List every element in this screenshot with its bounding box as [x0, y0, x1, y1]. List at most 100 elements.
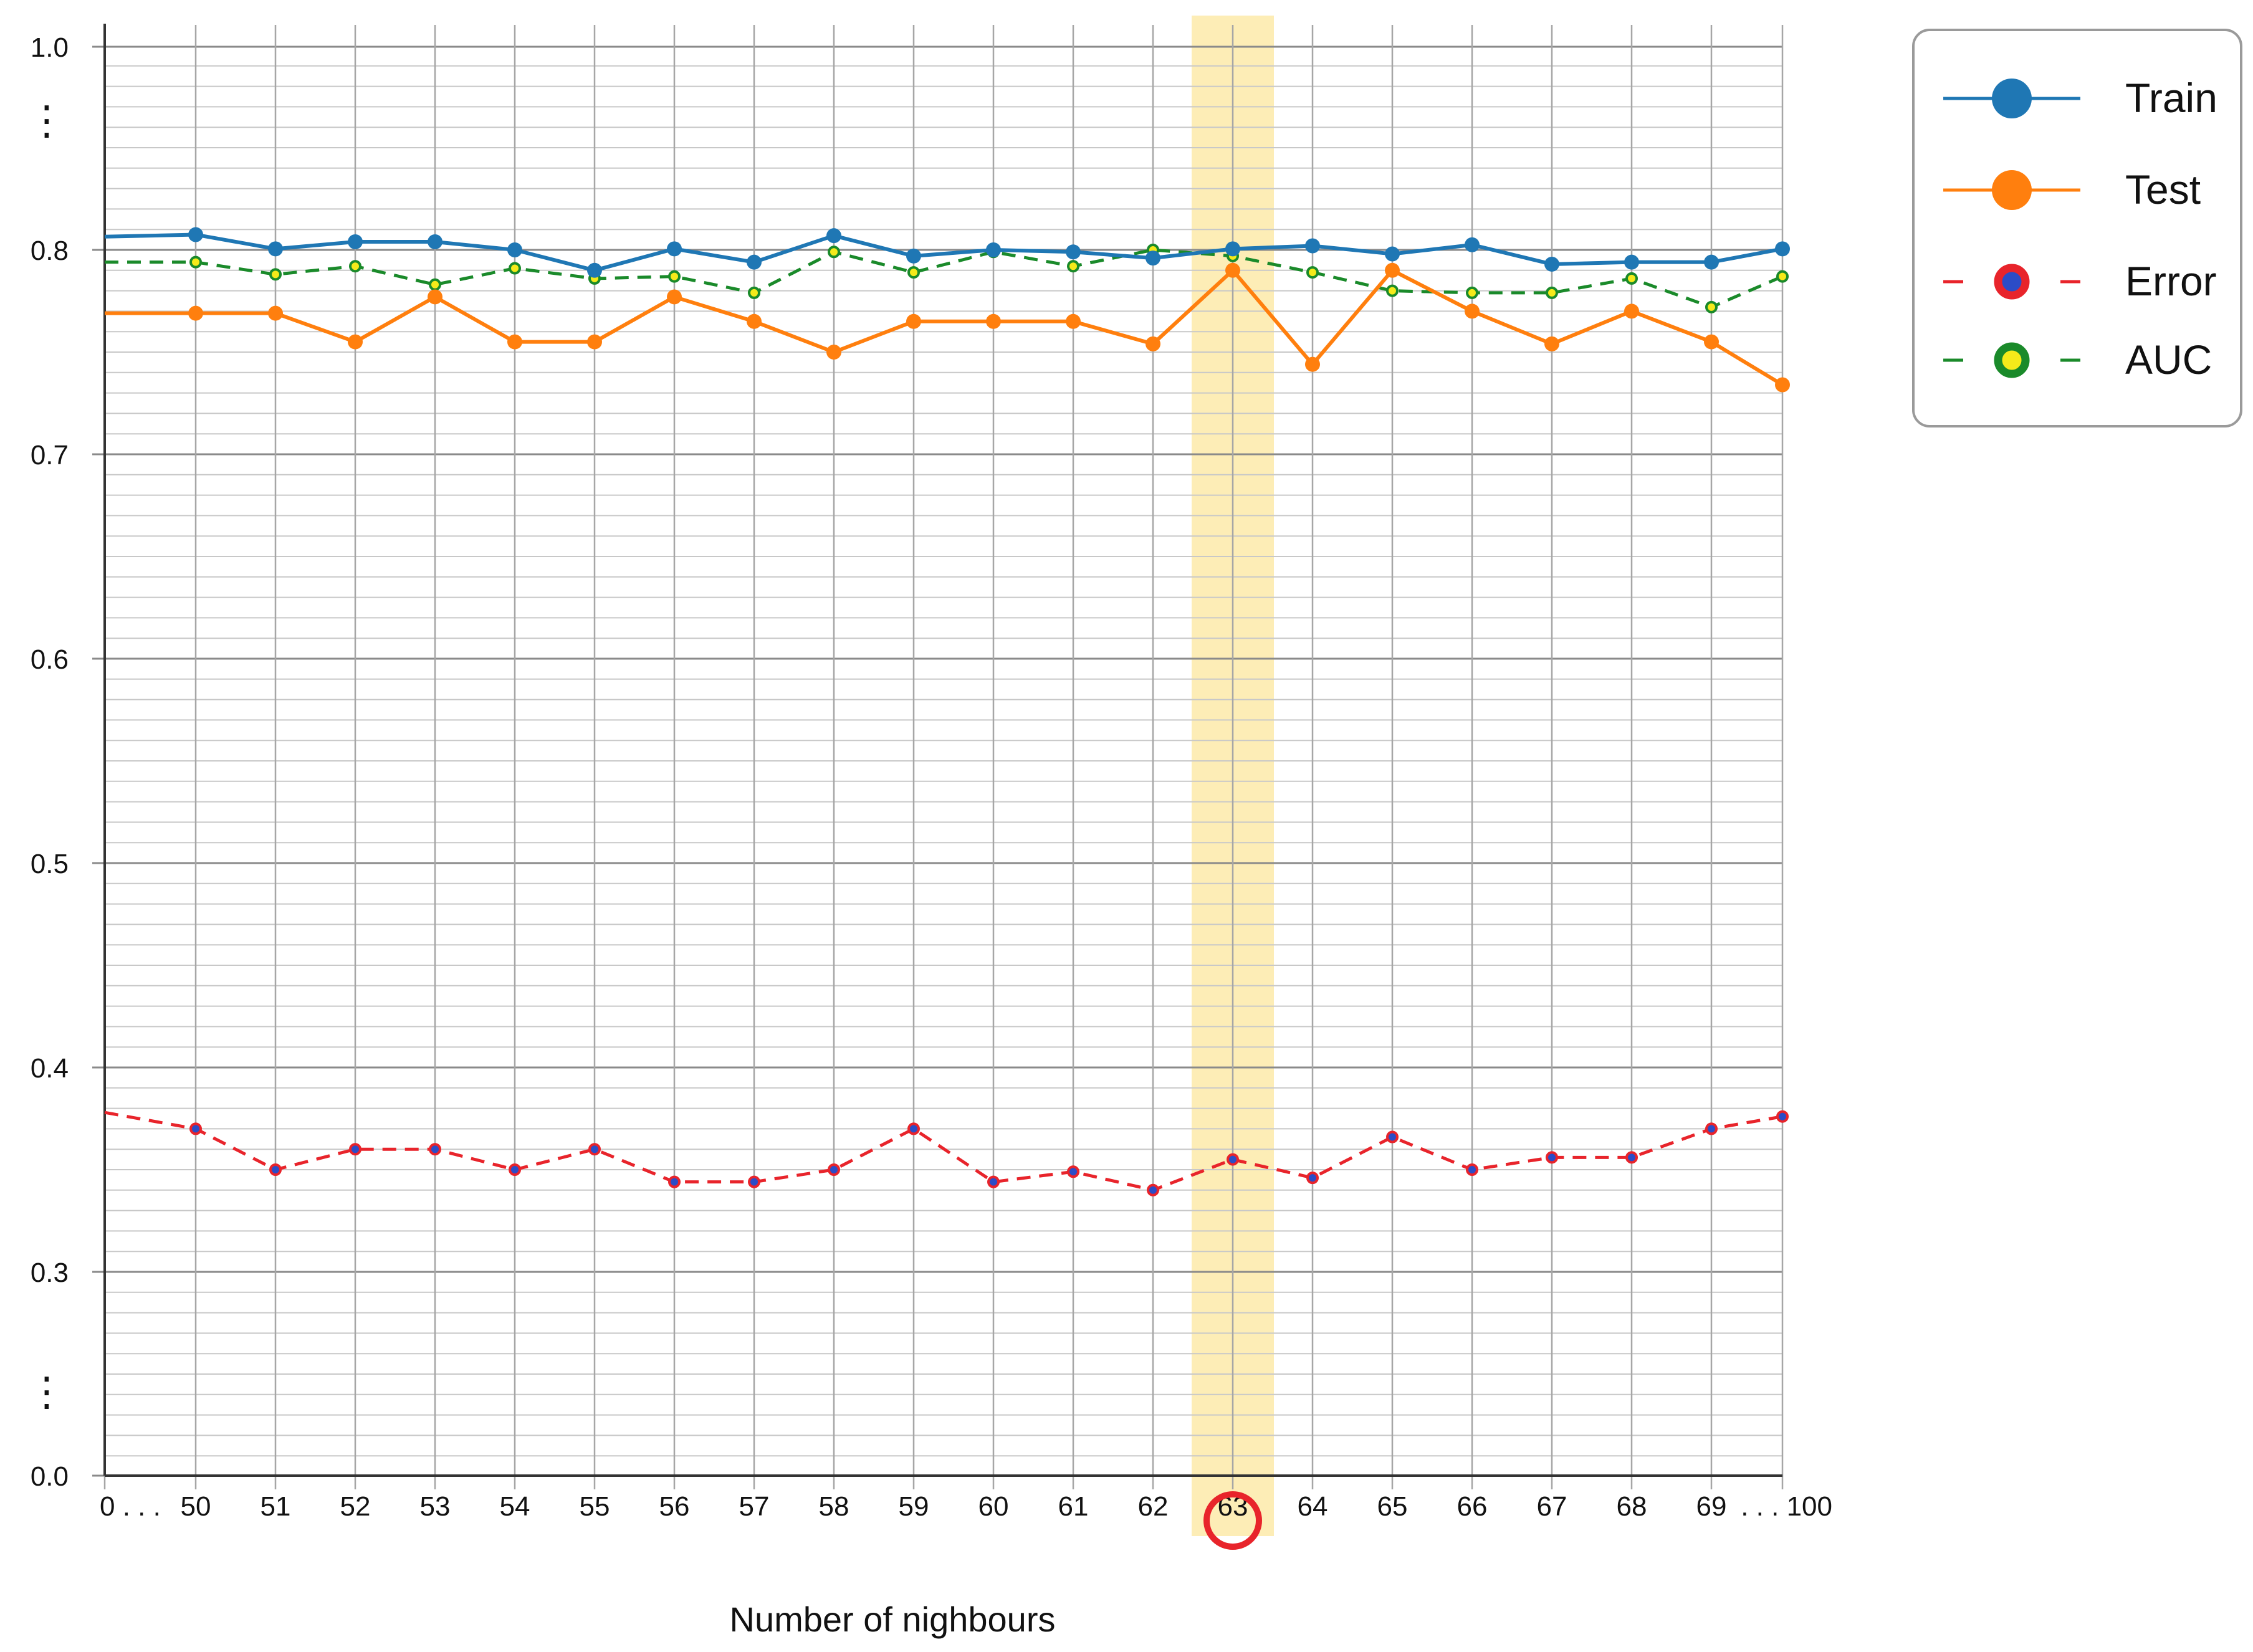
legend-test-label: Test: [2125, 166, 2201, 212]
test-series-line: [105, 268, 1784, 387]
test-point: [1544, 336, 1559, 351]
y-axis-break-mark: ⋮: [27, 1369, 67, 1414]
error-point: [828, 1163, 840, 1176]
legend: Train Test Error AUC: [1912, 29, 2242, 427]
auc-point: [1546, 286, 1558, 299]
auc-point: [828, 246, 840, 259]
test-point: [986, 313, 1001, 329]
y-tick-label: 0.6: [31, 644, 69, 675]
train-point: [1385, 246, 1400, 262]
test-point: [1775, 377, 1790, 393]
error-point: [349, 1143, 361, 1156]
x-axis-tick-labels: 0 . . . 50 51 52 53 54 55 56 57 58 59 60 61 62 63 64 65 6…: [100, 1491, 1832, 1522]
auc-point: [748, 286, 760, 299]
error-point: [987, 1175, 1000, 1188]
error-point: [509, 1163, 521, 1176]
error-point: [748, 1175, 760, 1188]
x-tick-label: 61: [1058, 1491, 1089, 1522]
error-point: [1625, 1151, 1638, 1164]
x-tick-label: 56: [659, 1491, 690, 1522]
train-point: [1544, 256, 1559, 272]
train-point: [1465, 237, 1480, 252]
auc-point: [349, 260, 361, 273]
x-tick-label: 57: [739, 1491, 770, 1522]
auc-point: [1067, 260, 1079, 273]
train-point: [268, 241, 283, 257]
test-point: [1465, 303, 1480, 319]
test-point: [1385, 262, 1400, 278]
y-tick-label: 0.5: [31, 849, 69, 879]
test-point: [667, 289, 682, 305]
test-point: [1225, 262, 1240, 278]
x-tick-label: 64: [1298, 1491, 1328, 1522]
x-tick-label: 0 . . .: [100, 1491, 161, 1522]
error-point: [668, 1175, 681, 1188]
x-tick-label: 69: [1696, 1491, 1727, 1522]
y-tick-label: 0.3: [31, 1258, 69, 1288]
test-point: [1704, 334, 1719, 350]
error-point: [1067, 1165, 1079, 1178]
x-tick-label: 53: [420, 1491, 451, 1522]
train-point: [1704, 254, 1719, 270]
y-tick-label: 0.8: [31, 236, 69, 266]
legend-train-label: Train: [2125, 75, 2217, 121]
x-tick-label: 62: [1138, 1491, 1169, 1522]
error-point: [189, 1122, 202, 1135]
error-point: [588, 1143, 601, 1156]
error-point: [429, 1143, 441, 1156]
legend-auc-marker: [1994, 342, 2030, 378]
test-point: [747, 313, 762, 329]
auc-point: [429, 278, 441, 291]
train-point: [986, 242, 1001, 257]
test-point: [1305, 356, 1320, 372]
minor-gridlines: [105, 65, 1782, 1457]
legend-train-marker: [1992, 79, 2032, 118]
auc-point: [1466, 286, 1478, 299]
auc-point: [1306, 266, 1319, 279]
test-point: [268, 305, 283, 321]
auc-point: [1705, 300, 1718, 313]
error-point: [1386, 1130, 1399, 1144]
train-point: [1775, 241, 1790, 257]
x-tick-label: 58: [819, 1491, 849, 1522]
test-point: [1624, 303, 1639, 319]
train-point: [587, 262, 602, 278]
auc-point: [1386, 284, 1399, 297]
train-point: [906, 248, 921, 264]
auc-series-line: [105, 248, 1783, 309]
x-tick-label: 55: [580, 1491, 610, 1522]
error-point: [907, 1122, 920, 1135]
train-point: [1066, 244, 1081, 260]
auc-point: [907, 266, 920, 279]
x-tick-label: 60: [978, 1491, 1009, 1522]
error-point: [1147, 1183, 1159, 1196]
y-axis-break-mark: ⋮: [27, 98, 67, 143]
y-tick-label: 0.0: [31, 1461, 69, 1492]
train-point: [1146, 251, 1160, 266]
highlight-ring: [1203, 1491, 1262, 1550]
train-point: [507, 242, 522, 257]
train-series-line: [104, 232, 1783, 272]
auc-point: [1776, 270, 1789, 283]
series-layer: [104, 227, 1790, 1196]
error-point: [1306, 1172, 1319, 1185]
legend-box: [1912, 29, 2242, 427]
x-tick-label: 50: [181, 1491, 211, 1522]
y-tick-label: 0.4: [31, 1053, 69, 1084]
x-tick-label: 66: [1457, 1491, 1488, 1522]
x-axis-title: Number of nighbours: [730, 1600, 1056, 1639]
train-point: [1624, 254, 1639, 270]
auc-point: [189, 255, 202, 269]
legend-auc-label: AUC: [2125, 337, 2212, 383]
test-point: [906, 313, 921, 329]
axes: [103, 24, 1782, 1477]
test-point: [1146, 336, 1160, 351]
x-tick-label: 65: [1377, 1491, 1408, 1522]
legend-error-marker: [1994, 264, 2030, 300]
x-tick-label: . . . 100: [1741, 1491, 1832, 1522]
y-axis-tick-labels: 0.0 0.3 0.4 0.5 0.6 0.7 0.8 1.0 ⋮ ⋮: [27, 32, 69, 1492]
error-point: [1776, 1110, 1789, 1123]
train-point: [747, 254, 762, 270]
auc-point: [1625, 272, 1638, 285]
